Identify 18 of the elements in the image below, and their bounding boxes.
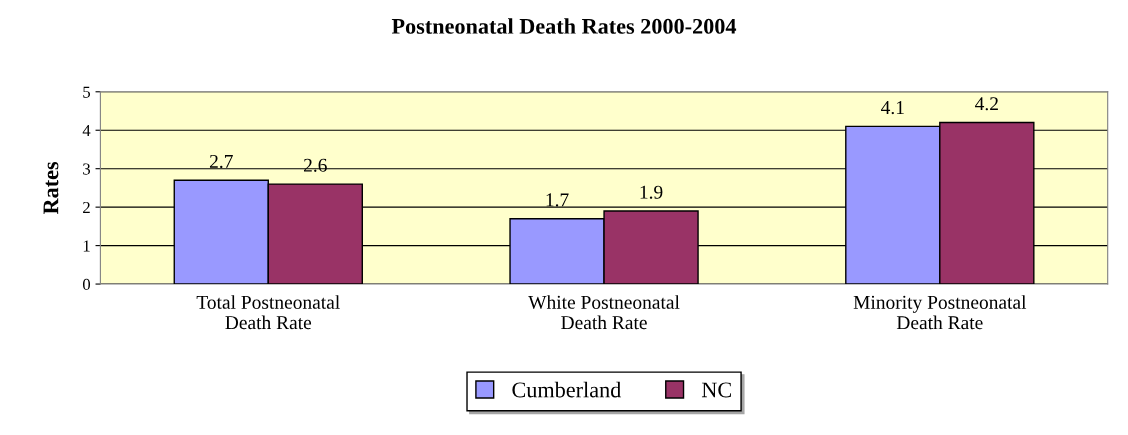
data-label: 4.2 [975,97,998,111]
chart-title: Postneonatal Death Rates 2000-2004 [391,18,737,34]
y-tick-label: 3 [83,163,91,175]
y-tick-label: 0 [82,278,91,290]
data-label: 1.7 [546,193,569,207]
x-tick-label: Minority Postneonatal Death Rate [853,295,1027,330]
data-label: 1.9 [640,185,663,199]
y-axis-title: Rates [43,161,59,215]
y-tick-label: 1 [83,240,90,252]
x-tick-label: Total Postneonatal Death Rate [196,295,340,330]
y-tick-label: 5 [83,86,91,98]
y-tick-label: 4 [82,125,91,137]
data-label: 2.7 [209,154,233,169]
data-label: 4.1 [881,101,904,115]
y-tick-label: 2 [83,201,90,213]
legend-label: Cumberland [512,381,622,398]
x-tick-label: White Postneonatal Death Rate [528,295,680,330]
legend-label: NC [701,382,731,398]
